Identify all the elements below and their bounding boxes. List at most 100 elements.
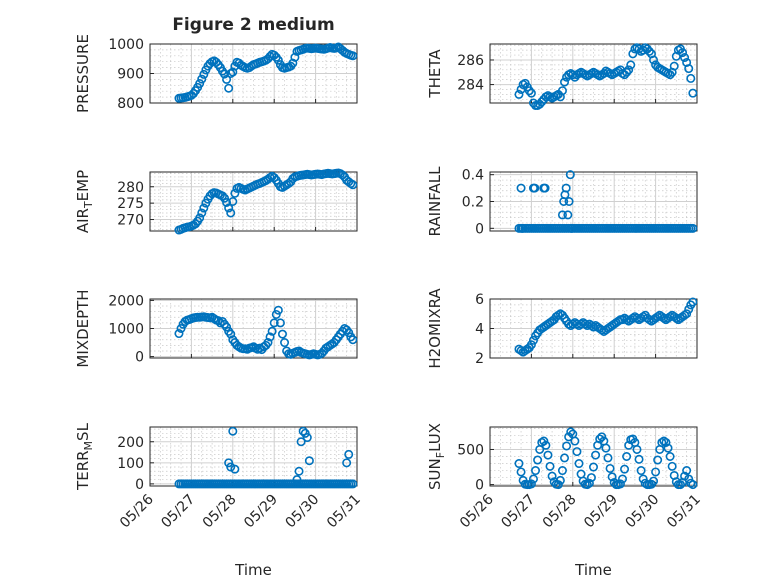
data-point <box>667 461 677 471</box>
data-point <box>273 55 283 65</box>
y-tick-label: 800 <box>117 96 144 112</box>
data-point <box>622 67 632 77</box>
data-point <box>224 83 234 93</box>
data-point <box>516 183 526 193</box>
data-point <box>561 183 571 193</box>
data-point <box>195 213 205 223</box>
data-point <box>344 328 354 338</box>
y-tick-label: 0.4 <box>462 168 484 184</box>
y-tick-label: 270 <box>117 213 144 229</box>
data-point <box>622 451 632 461</box>
data-point <box>624 65 634 75</box>
data-point <box>514 89 524 99</box>
data-point <box>557 210 567 220</box>
y-tick-label: 500 <box>457 442 484 458</box>
data-point <box>540 183 550 193</box>
data-point <box>271 309 281 319</box>
data-point <box>526 88 536 98</box>
data-point <box>682 466 692 476</box>
data-point <box>636 466 646 476</box>
axes-frame <box>489 43 698 104</box>
data-point <box>533 455 543 465</box>
data-point <box>547 471 557 481</box>
data-point <box>586 321 596 331</box>
y-tick-label: 286 <box>457 53 484 69</box>
y-axis-label: THETA <box>426 49 444 99</box>
data-point <box>605 463 615 473</box>
data-point <box>526 479 536 489</box>
data-point <box>638 45 648 55</box>
y-tick-label: 0 <box>135 350 144 366</box>
data-point <box>563 210 573 220</box>
data-point <box>553 480 563 490</box>
data-point <box>665 312 675 322</box>
data-point <box>560 77 570 87</box>
figure-title: Figure 2 medium <box>172 15 334 35</box>
data-point <box>669 61 679 71</box>
data-point <box>632 313 642 323</box>
data-point <box>665 451 675 461</box>
data-point <box>263 338 273 348</box>
data-point <box>564 319 574 329</box>
data-point <box>584 478 594 488</box>
data-point <box>603 453 613 463</box>
data-point <box>562 441 572 451</box>
y-axis-label: TERRMSL <box>74 422 95 491</box>
x-axis-label-right: Time <box>574 561 612 579</box>
y-tick-label: 100 <box>117 456 144 472</box>
data-point <box>688 297 698 307</box>
data-point <box>294 466 304 476</box>
subplot-h2omixra: 2 4 6 H2OMIXRA <box>426 288 698 369</box>
data-point <box>220 69 230 79</box>
subplot-rainfall: 0 0.2 0.4 RAINFALL <box>426 166 698 237</box>
data-point <box>565 170 575 180</box>
data-point <box>659 313 669 323</box>
data-point <box>620 464 630 474</box>
data-point <box>265 51 275 61</box>
data-point <box>222 74 232 84</box>
data-point <box>277 329 287 339</box>
data-point <box>638 474 648 484</box>
data-point <box>195 79 205 89</box>
y-tick-label: 1000 <box>108 37 144 53</box>
data-point <box>344 449 354 459</box>
data-point <box>566 427 576 437</box>
data-point <box>675 480 685 490</box>
data-point <box>226 69 236 79</box>
data-point <box>572 319 582 329</box>
y-tick-label: 200 <box>117 435 144 451</box>
y-tick-label: 0.2 <box>462 195 484 211</box>
data-point <box>663 443 673 453</box>
data-point <box>342 458 352 468</box>
data-point <box>572 447 582 457</box>
data-point <box>671 313 681 323</box>
data-point <box>564 197 574 207</box>
data-point <box>651 467 661 477</box>
data-point <box>649 476 659 486</box>
data-point <box>568 319 578 329</box>
data-point <box>628 49 638 59</box>
y-tick-label: 0 <box>135 477 144 493</box>
data-point <box>269 318 279 328</box>
data-point <box>586 473 596 483</box>
data-point <box>531 466 541 476</box>
data-point <box>545 461 555 471</box>
data-point <box>267 326 277 336</box>
data-point <box>661 437 671 447</box>
data-point <box>298 426 308 436</box>
data-point <box>217 191 227 201</box>
data-point <box>576 319 586 329</box>
y-axis-label: H2OMIXRA <box>426 288 444 369</box>
y-axis-label: MIXDEPTH <box>74 289 92 367</box>
y-axis-label: AIRTEMP <box>74 170 95 233</box>
y-axis-label: SUNFLUX <box>426 423 447 490</box>
data-point <box>653 455 663 465</box>
data-point <box>684 304 694 314</box>
data-point <box>539 436 549 446</box>
data-point <box>288 58 298 68</box>
data-point <box>688 480 698 490</box>
data-point <box>678 48 688 58</box>
data-point <box>348 180 358 190</box>
